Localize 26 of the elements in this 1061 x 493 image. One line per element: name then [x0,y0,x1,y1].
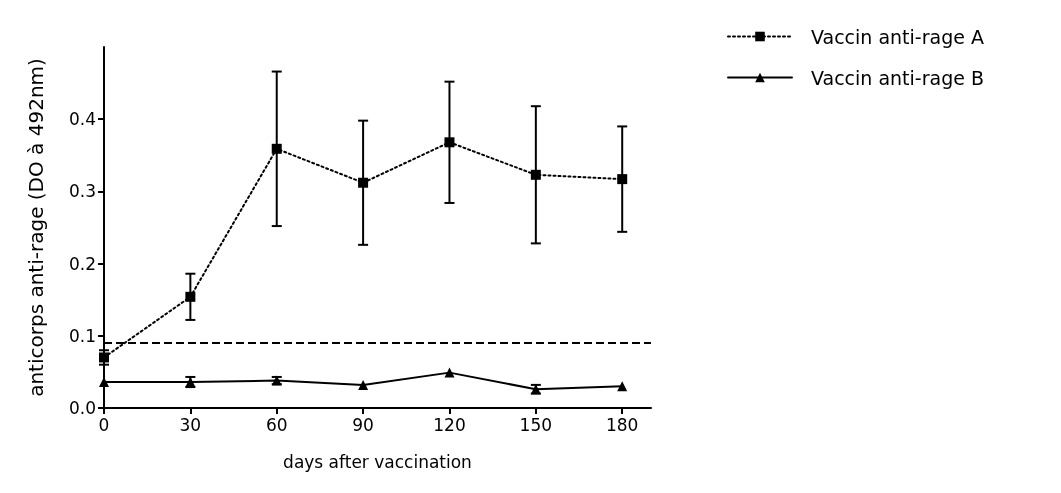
point [444,137,455,148]
y-tick-label: 0.2 [68,253,96,274]
y-tick-label: 0.4 [68,109,96,130]
point [185,291,196,302]
x-tick-label: 150 [519,414,553,435]
x-tick-label: 120 [433,414,466,435]
y-tick-label: 0.3 [68,181,96,202]
x-tick-label: 180 [605,414,639,435]
point [444,367,455,378]
legend-label: Vaccin anti-rage B [811,66,984,89]
x-tick-label: 30 [179,414,202,435]
point [617,381,628,392]
point [271,143,282,154]
legend-label: Vaccin anti-rage A [811,25,984,48]
y-tick-label: 0.1 [68,325,96,346]
x-axis-title: days after vaccination [283,451,472,472]
x-tick-label: 60 [265,414,288,435]
point [99,352,109,363]
y-axis-title: anticorps anti-rage (DO à 492nm) [24,58,48,397]
point [530,169,541,180]
x-tick-label: 90 [352,414,374,435]
point [358,177,369,188]
y-tick-label: 0.0 [68,398,96,418]
x-tick-label: 0 [98,414,110,435]
point [617,174,628,185]
point [358,379,369,390]
